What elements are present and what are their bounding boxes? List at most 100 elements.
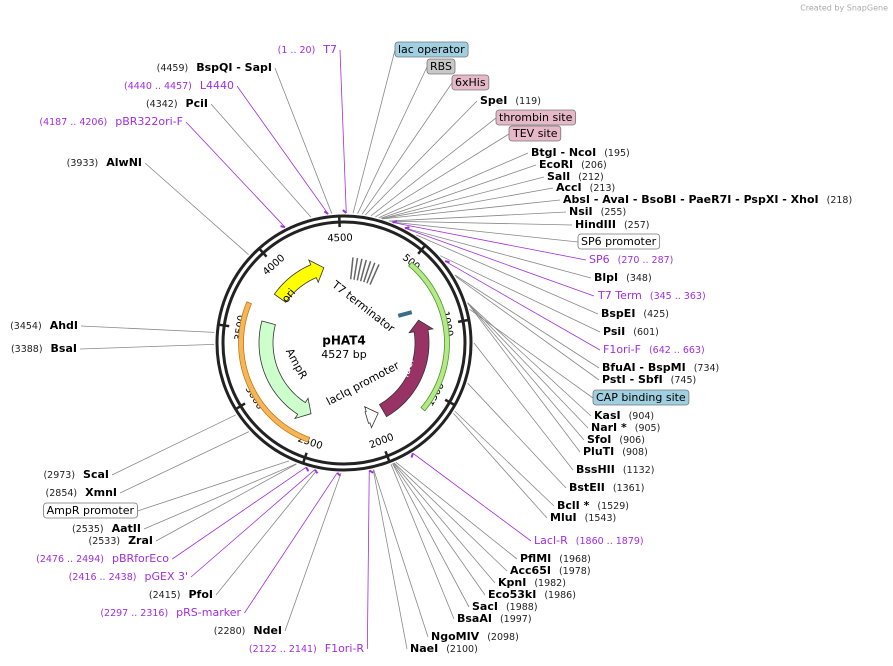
- leader-line: [372, 469, 408, 650]
- site-position: (906): [619, 435, 645, 446]
- leader-line: [172, 466, 307, 560]
- plasmid-length: 4527 bp: [321, 348, 366, 361]
- site-label: SpeI (119): [480, 94, 541, 107]
- site-position: (1132): [623, 465, 655, 476]
- site-label: (2535) AatII: [72, 522, 141, 535]
- site-label: CAP binding site: [596, 391, 686, 404]
- site-label: SP6 (270 .. 287): [589, 253, 673, 266]
- site-position: (2297 .. 2316): [100, 608, 168, 619]
- primer-mark: [444, 260, 450, 264]
- leader-line: [80, 325, 215, 333]
- tick-mark: [218, 323, 230, 328]
- site-position: (2533): [88, 536, 120, 547]
- site-position: (1543): [585, 513, 617, 524]
- feature-box: [394, 41, 469, 58]
- site-name: pGEX 3': [144, 570, 188, 583]
- site-name: PfoI: [189, 588, 214, 601]
- site-name: SpeI: [480, 94, 507, 107]
- site-position: (1529): [597, 501, 629, 512]
- primer-mark: [368, 469, 374, 474]
- site-label: NarI * (905): [591, 421, 660, 434]
- leader-line: [380, 164, 537, 219]
- leader-line: [215, 469, 318, 596]
- terminator-mark: [349, 257, 354, 280]
- plasmid-name: pHAT4: [322, 334, 366, 348]
- site-position: (2535): [72, 524, 104, 535]
- primer-mark: [392, 220, 398, 224]
- site-label: (4459) BspQI - SapI: [157, 61, 272, 74]
- site-position: (745): [671, 375, 697, 386]
- leader-line: [440, 255, 601, 333]
- leader-line: [274, 67, 333, 214]
- site-name: HindIII: [575, 218, 616, 231]
- site-label: (2122 .. 2141) F1ori-R: [249, 642, 364, 655]
- site-label: AccI (213): [556, 181, 615, 194]
- site-name: SalI: [547, 170, 570, 183]
- site-name: PsiI: [603, 325, 625, 338]
- site-name: PciI: [186, 97, 208, 110]
- site-label: SfoI (906): [587, 433, 645, 446]
- site-label: (3388) BsaI: [11, 342, 77, 355]
- primer-mark: [410, 452, 414, 458]
- leader-line: [467, 302, 589, 429]
- leader-line: [155, 463, 297, 542]
- site-label: BssHII (1132): [576, 463, 654, 476]
- leader-line: [143, 463, 297, 530]
- site-label: Eco53kI (1986): [488, 588, 576, 601]
- length: 4527: [321, 348, 349, 361]
- site-name: PflMI: [520, 552, 551, 565]
- site-name: SacI: [472, 600, 498, 613]
- tick-label: 2000: [368, 432, 396, 451]
- site-name: AbsI - AvaI - BsoBI - PaeR7I - PspXI - X…: [563, 193, 819, 206]
- leader-line: [467, 302, 585, 441]
- terminator-mark: [363, 260, 372, 283]
- site-name: NsiI: [569, 205, 593, 218]
- leader-line: [373, 469, 429, 638]
- site-label: BlpI (348): [594, 271, 652, 284]
- site-name: SP6 promoter: [581, 235, 657, 248]
- site-position: (213): [590, 183, 616, 194]
- site-name: BsaI: [51, 342, 77, 355]
- site-position: (206): [581, 160, 607, 171]
- primer-mark: [342, 209, 347, 214]
- site-position: (904): [629, 411, 655, 422]
- leader-line: [390, 464, 455, 620]
- site-position: (905): [635, 423, 661, 434]
- leader-lines: [79, 49, 601, 650]
- feature-arrow: [378, 319, 435, 418]
- site-position: (2098): [487, 632, 519, 643]
- site-position: (908): [622, 447, 648, 458]
- primer-mark: [404, 226, 410, 230]
- site-label: NgoMIV (2098): [431, 630, 519, 643]
- site-position: (2476 .. 2494): [36, 554, 104, 565]
- site-name: RBS: [430, 60, 452, 73]
- leader-line: [370, 117, 497, 217]
- site-name: NgoMIV: [431, 630, 480, 643]
- site-name: BtgI - NcoI: [531, 146, 596, 159]
- site-label: (1 .. 20) T7: [278, 43, 337, 56]
- leader-line: [190, 469, 316, 578]
- leader-line: [382, 199, 561, 220]
- leader-line: [473, 342, 574, 471]
- site-label: HindIII (257): [575, 218, 650, 231]
- site-label: (2297 .. 2316) pRS-marker: [100, 606, 241, 619]
- site-position: (4440 .. 4457): [124, 81, 192, 92]
- site-label: SalI (212): [547, 170, 604, 183]
- site-position: (195): [604, 148, 630, 159]
- leader-line: [412, 452, 532, 542]
- site-name: pBR322ori-F: [115, 115, 183, 128]
- leader-line: [455, 276, 600, 381]
- site-position: (2415): [149, 590, 181, 601]
- site-name: KasI: [594, 409, 621, 422]
- leader-line: [357, 66, 428, 214]
- site-position: (2854): [46, 488, 78, 499]
- site-position: (2280): [214, 626, 246, 637]
- site-label: (3933) AlwNI: [67, 156, 142, 169]
- site-name: PstI - SbfI: [602, 373, 663, 386]
- site-label: F1ori-F (642 .. 663): [603, 343, 705, 356]
- backbone-outer: [215, 214, 473, 472]
- feature-box: [577, 233, 661, 250]
- site-position: (1 .. 20): [278, 45, 316, 56]
- tick-label: 4500: [327, 233, 353, 245]
- leader-line: [352, 49, 396, 214]
